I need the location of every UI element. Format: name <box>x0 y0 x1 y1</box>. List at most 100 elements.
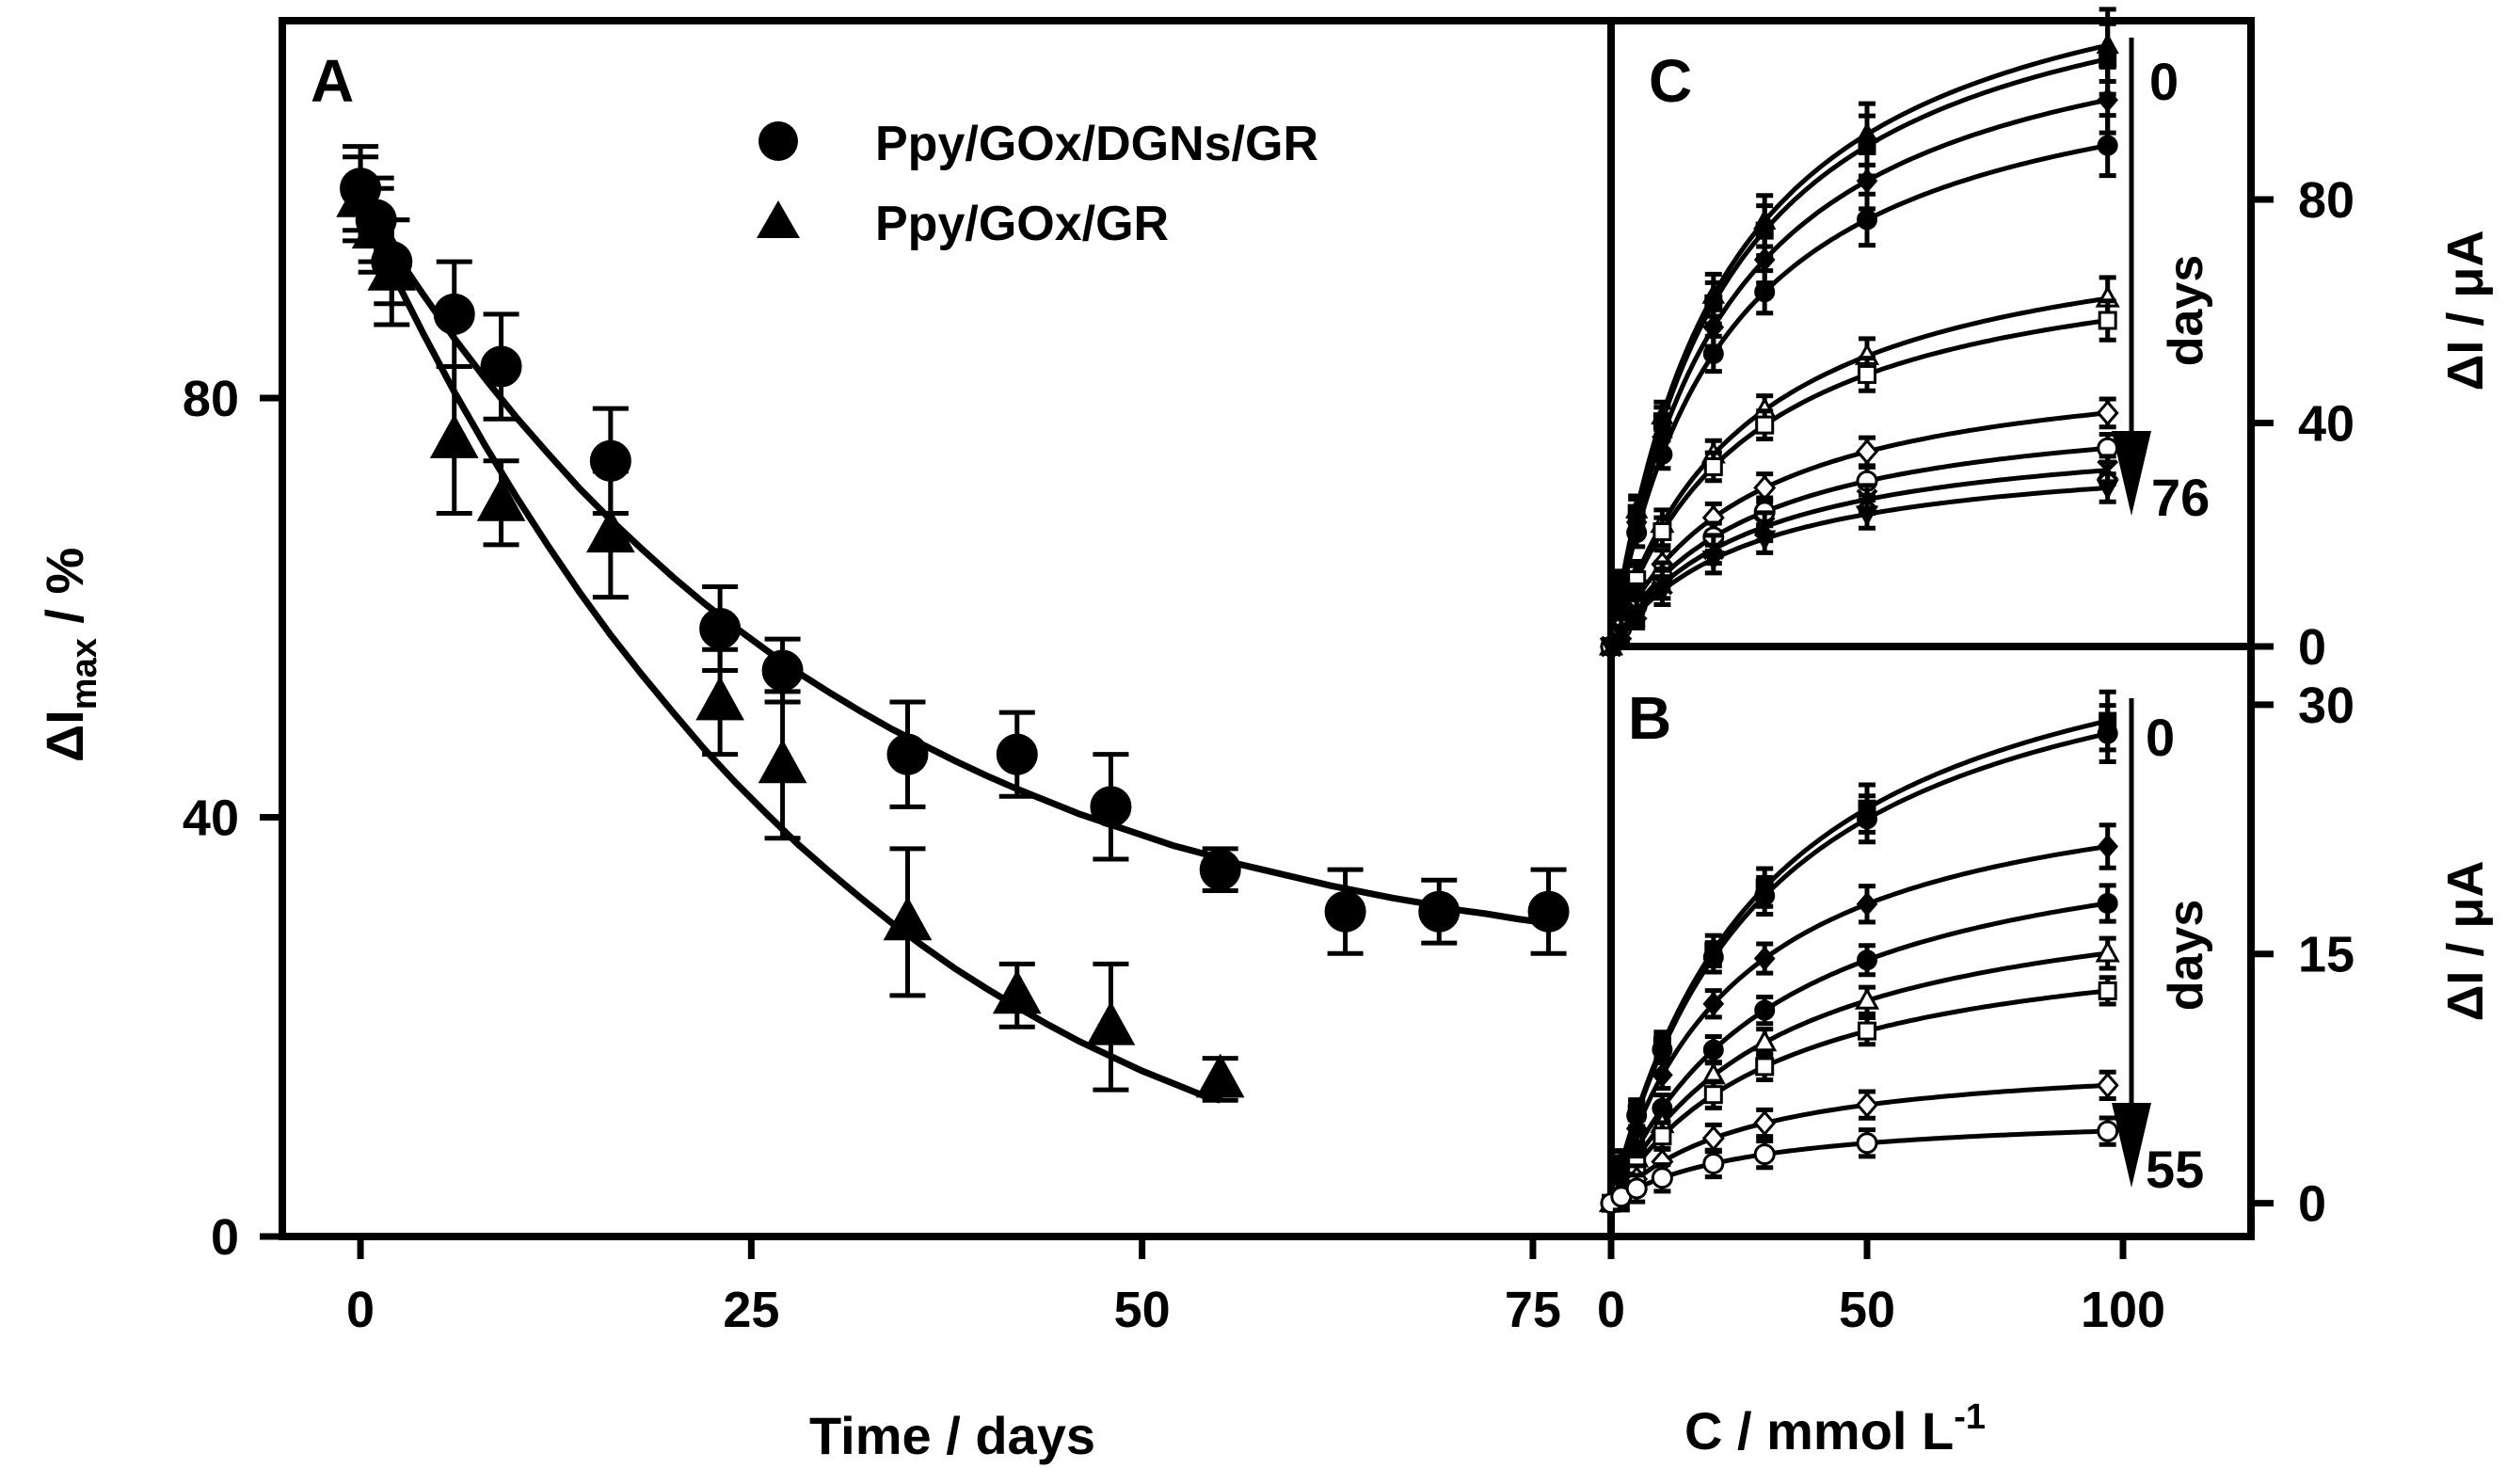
panel-a-point-circle <box>433 293 475 335</box>
panel-c-days-label: days <box>2159 255 2213 367</box>
panel-a-point-triangle <box>992 969 1042 1014</box>
panel-c-point-diamond <box>2096 400 2119 426</box>
panel-c-point-triangle-down <box>1651 582 1674 603</box>
panel-c-point-circle <box>1857 209 1877 231</box>
legend-triangle-marker <box>757 200 800 238</box>
panel-c-point-square <box>2098 311 2117 330</box>
panel-c-arrow-bottom-label: 76 <box>2151 468 2210 527</box>
panel-c-curve-3 <box>1608 97 2109 647</box>
panel-c-point-diamond <box>1856 439 1878 465</box>
panel-b-point-square <box>1703 1085 1723 1105</box>
panel-b-point-triangle <box>1854 987 1880 1010</box>
panel-a-point-circle <box>761 649 804 692</box>
panel-b-point-square <box>1858 1021 1876 1041</box>
panel-b-y-tick-label: 0 <box>2298 1176 2326 1233</box>
panel-b-point-circle <box>1702 1152 1725 1174</box>
panel-c-point-triangle-down <box>1625 605 1649 627</box>
x-label-sup: -1 <box>1954 1397 1986 1437</box>
legend-entry-1: Ppy/GOx/DGNs/GR <box>875 117 1318 171</box>
panel-c-y-tick-label: 80 <box>2298 172 2354 229</box>
panel-b-point-circle <box>1702 947 1724 968</box>
panel-c-point-circle <box>1652 443 1673 465</box>
panel-b-point-circle <box>1702 1039 1724 1061</box>
panel-b-y-tick-label: 15 <box>2298 927 2354 983</box>
panel-b-point-diamond <box>1753 946 1776 971</box>
panel-b-point-circle <box>1651 1167 1673 1189</box>
panel-a-point-circle <box>996 733 1038 775</box>
panel-a-point-circle <box>699 608 742 649</box>
panel-c-point-circle <box>1754 281 1776 303</box>
panel-b-point-square <box>2098 981 2117 1000</box>
panel-b-point-square <box>1652 1126 1672 1146</box>
panel-c-point-square <box>1755 415 1775 435</box>
panel-b-point-circle <box>1856 1132 1878 1155</box>
panel-b-point-circle <box>2097 1120 2119 1142</box>
panel-a-x-tick-label: 25 <box>723 1282 779 1338</box>
panel-c-label: C <box>1649 47 1692 115</box>
panel-a-x-tick-label: 0 <box>346 1282 375 1338</box>
panel-a-point-triangle <box>1195 1053 1245 1098</box>
panel-b-x-tick-label: 0 <box>1597 1282 1625 1338</box>
panel-a-point-triangle <box>429 414 479 458</box>
panel-a-label: A <box>311 47 354 115</box>
panel-c-point-diamond <box>1753 474 1777 502</box>
panel-c-point-x <box>2097 459 2119 482</box>
panel-b-point-circle <box>1625 1177 1648 1200</box>
panel-b-point-diamond <box>1702 991 1725 1016</box>
panel-b-days-label: days <box>2159 900 2213 1012</box>
panel-b-point-diamond <box>1856 891 1878 917</box>
panel-a: 0 25 50 75 0 40 80 <box>183 17 1615 1338</box>
panel-a-point-circle <box>1199 849 1241 891</box>
x-label-main: C / mmol L <box>1684 1401 1954 1460</box>
panel-b-point-circle <box>2097 892 2118 914</box>
panel-b-point-triangle <box>1752 1029 1778 1052</box>
panel-c-point-square <box>1652 521 1672 541</box>
panel-c-point-square <box>1703 456 1723 476</box>
panel-c-point-diamond <box>2097 88 2119 113</box>
panel-c-point-square <box>1858 364 1876 384</box>
panel-a-point-triangle <box>336 172 385 217</box>
panel-c-days-arrow-head <box>2112 431 2151 516</box>
panel-a-fit-line-1 <box>358 197 1550 927</box>
panel-a-point-triangle <box>476 476 526 521</box>
panel-c-point-triangle-down <box>2096 479 2119 501</box>
panel-c: 0 40 80 <box>1598 7 2354 676</box>
panel-c-point-triangle-down <box>1609 623 1634 645</box>
panel-a-point-circle <box>480 345 522 388</box>
panel-c-curve-10 <box>1608 485 2108 648</box>
panel-a-point-triangle <box>695 676 744 721</box>
panel-b-point-diamond <box>2097 834 2119 859</box>
panel-c-point-diamond <box>1856 168 1878 194</box>
panel-b-arrow-bottom-label: 55 <box>2146 1140 2204 1199</box>
panel-b-point-circle <box>1857 808 1877 830</box>
panel-c-point-triangle-down <box>1753 530 1777 551</box>
legend-entry-2: Ppy/GOx/GR <box>875 197 1169 251</box>
panel-b-point-triangle <box>2095 939 2120 963</box>
panel-b-x-axis-label: C / mmol L-1 <box>1684 1397 1986 1460</box>
panel-a-y-tick-label: 80 <box>183 371 239 427</box>
panel-a-point-circle <box>1324 890 1366 933</box>
legend: Ppy/GOx/DGNs/GR Ppy/GOx/GR <box>757 117 1318 251</box>
panel-b-y-axis-label: ΔI / μA <box>2437 861 2494 1022</box>
panel-a-point-circle <box>1418 890 1461 933</box>
panel-a-x-axis-label: Time / days <box>809 1406 1095 1465</box>
panel-a-point-triangle <box>367 246 417 291</box>
panel-c-y-tick-label: 40 <box>2298 396 2354 453</box>
panel-a-x-tick-label: 75 <box>1505 1282 1561 1338</box>
panel-b-y-tick-label: 30 <box>2298 678 2354 734</box>
panel-c-point-circle <box>1702 343 1724 364</box>
panel-a-point-circle <box>1527 890 1570 933</box>
panel-a-point-circle <box>1090 786 1132 828</box>
panel-a-x-tick-label: 50 <box>1114 1282 1171 1338</box>
legend-circle-marker <box>758 121 798 161</box>
panel-b-point-circle <box>2097 723 2118 744</box>
panel-a-y-tick-label: 0 <box>211 1209 239 1266</box>
panel-a-point-triangle <box>883 896 933 941</box>
panel-c-point-circle <box>1626 522 1648 544</box>
panel-b-x-tick-label: 50 <box>1839 1282 1895 1338</box>
y-label-sub: max <box>65 638 104 710</box>
panel-c-point-triangle-down <box>1701 551 1725 572</box>
panel-c-point-triangle-down <box>1855 505 1879 527</box>
panel-b-point-circle <box>1754 885 1776 906</box>
panel-b: 0 15 30 0 50 100 <box>1597 643 2354 1338</box>
